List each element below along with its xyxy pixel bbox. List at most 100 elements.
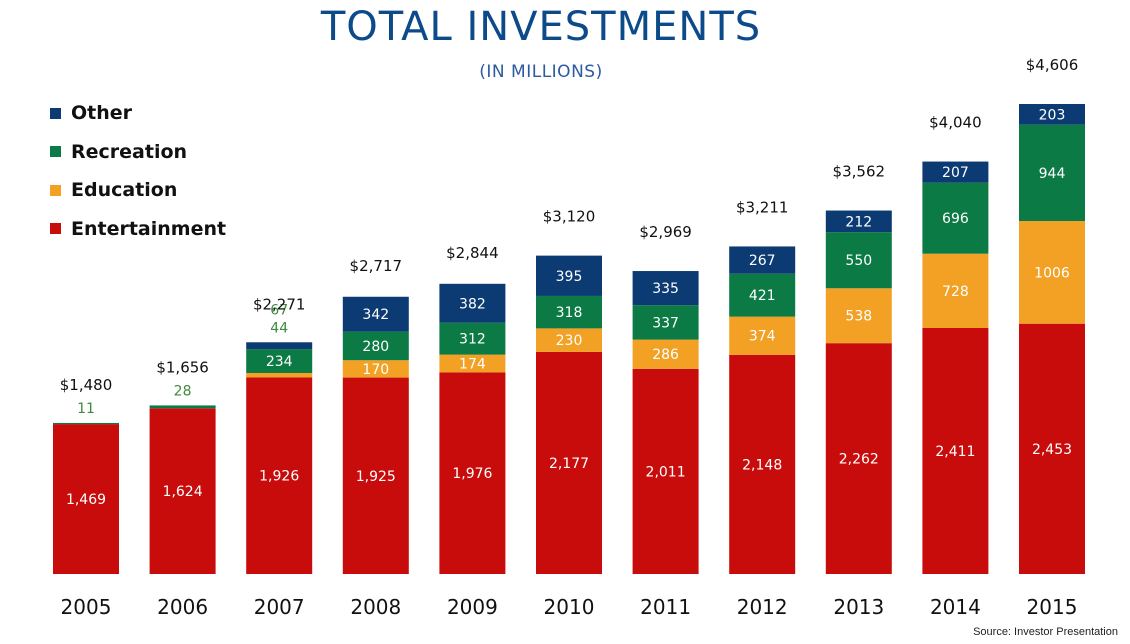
segment-label-recreation-2013: 550 [845, 253, 872, 269]
legend-label: Education [71, 179, 178, 202]
bar-segment-education-2011 [632, 339, 699, 369]
x-tick-label-2007: 2007 [254, 595, 305, 619]
segment-label-entertainment-2007: 1,926 [259, 469, 299, 485]
x-tick-label-2006: 2006 [157, 595, 208, 619]
outside-label-2007: 44 [270, 320, 288, 336]
source-note: Source: Investor Presentation [973, 626, 1118, 638]
segment-label-recreation-2007: 234 [266, 354, 293, 370]
total-label-2014: $4,040 [929, 114, 982, 132]
total-label-2010: $3,120 [543, 208, 596, 226]
segment-label-other-2012: 267 [749, 253, 776, 269]
bar-segment-other-2015 [1019, 104, 1085, 125]
x-tick-label-2008: 2008 [350, 595, 401, 619]
legend-item-entertainment: Entertainment [50, 210, 226, 249]
bar-segment-entertainment-2012 [729, 354, 796, 574]
total-label-2009: $2,844 [446, 244, 499, 262]
outside-label-2007: 67 [270, 302, 288, 318]
segment-label-entertainment-2009: 1,976 [452, 466, 492, 482]
segment-label-recreation-2014: 696 [942, 211, 969, 227]
outside-label-2005: 11 [77, 401, 95, 417]
legend-label: Recreation [71, 140, 188, 163]
bar-segment-recreation-2011 [632, 305, 699, 340]
total-label-2007: $2,271 [253, 295, 306, 313]
legend-swatch-other [50, 107, 61, 119]
legend: Other Recreation Education Entertainment [50, 94, 226, 248]
x-tick-label-2013: 2013 [833, 595, 884, 619]
segment-label-other-2011: 335 [652, 281, 679, 297]
segment-label-entertainment-2006: 1,624 [163, 484, 203, 500]
bar-segment-entertainment-2011 [632, 368, 699, 574]
bar-segment-education-2007 [246, 372, 313, 378]
x-tick-label-2010: 2010 [544, 595, 595, 619]
legend-swatch-entertainment [50, 223, 61, 235]
outside-label-2006: 28 [174, 383, 192, 399]
total-label-2012: $3,211 [736, 198, 789, 216]
legend-label: Entertainment [71, 217, 227, 240]
segment-label-education-2014: 728 [942, 284, 969, 300]
segment-label-other-2013: 212 [845, 214, 872, 230]
legend-swatch-recreation [50, 146, 61, 158]
segment-label-recreation-2011: 337 [652, 315, 679, 331]
total-label-2008: $2,717 [350, 257, 403, 275]
bar-segment-education-2015 [1019, 221, 1085, 324]
total-label-2005: $1,480 [60, 376, 113, 394]
bar-segment-education-2012 [729, 316, 796, 355]
bar-segment-recreation-2012 [729, 273, 796, 317]
bar-segment-other-2013 [825, 210, 892, 233]
legend-item-education: Education [50, 171, 226, 210]
total-label-2011: $2,969 [639, 223, 692, 241]
segment-label-education-2009: 174 [459, 356, 486, 372]
bar-segment-entertainment-2014 [922, 327, 989, 574]
segment-label-education-2011: 286 [652, 347, 679, 363]
segment-label-education-2013: 538 [845, 309, 872, 325]
segment-label-entertainment-2012: 2,148 [742, 457, 782, 473]
segment-label-other-2009: 382 [459, 296, 486, 312]
segment-label-education-2012: 374 [749, 329, 776, 345]
segment-label-entertainment-2008: 1,925 [356, 469, 396, 485]
chart-title: TOTAL INVESTMENTS [320, 4, 762, 50]
segment-label-recreation-2015: 944 [1039, 166, 1066, 182]
bar-segment-recreation-2014 [922, 182, 989, 254]
bar-segment-entertainment-2007 [246, 377, 313, 574]
segment-label-education-2015: 1006 [1034, 265, 1070, 281]
bar-segment-other-2010 [536, 255, 602, 296]
x-tick-label-2005: 2005 [61, 595, 112, 619]
x-tick-label-2012: 2012 [737, 595, 788, 619]
bar-segment-recreation-2009 [439, 322, 506, 355]
total-label-2015: $4,606 [1026, 56, 1079, 74]
bar-segment-other-2011 [632, 271, 699, 306]
chart-subtitle: (IN MILLIONS) [479, 62, 603, 82]
segment-label-education-2008: 170 [362, 362, 389, 378]
total-label-2006: $1,656 [156, 358, 209, 376]
bar-segment-other-2007 [246, 342, 313, 350]
segment-label-entertainment-2014: 2,411 [935, 444, 975, 460]
x-tick-label-2009: 2009 [447, 595, 498, 619]
x-tick-label-2015: 2015 [1027, 595, 1078, 619]
segment-label-entertainment-2013: 2,262 [839, 452, 879, 468]
segment-label-entertainment-2010: 2,177 [549, 456, 589, 472]
segment-label-recreation-2009: 312 [459, 332, 486, 348]
total-label-2013: $3,562 [833, 163, 886, 181]
bar-segment-entertainment-2013 [825, 343, 892, 574]
bar-segment-other-2008 [342, 296, 409, 332]
bar-segment-other-2012 [729, 246, 796, 274]
x-tick-label-2011: 2011 [640, 595, 691, 619]
bar-segment-entertainment-2008 [342, 377, 409, 574]
bar-segment-entertainment-2006 [149, 408, 216, 574]
bar-segment-education-2009 [439, 354, 506, 373]
bar-segment-recreation-2005 [53, 422, 119, 425]
legend-item-other: Other [50, 94, 226, 133]
bar-segment-entertainment-2015 [1019, 323, 1085, 574]
segment-label-entertainment-2005: 1,469 [66, 492, 106, 508]
bar-segment-entertainment-2009 [439, 372, 506, 574]
bar-segment-education-2008 [342, 360, 409, 378]
legend-label: Other [71, 102, 133, 125]
bar-segment-education-2013 [825, 288, 892, 344]
bar-segment-recreation-2008 [342, 331, 409, 361]
legend-item-recreation: Recreation [50, 133, 226, 172]
bar-segment-other-2009 [439, 283, 506, 323]
segment-label-education-2010: 230 [556, 333, 583, 349]
bar-segment-recreation-2015 [1019, 124, 1085, 222]
bar-segment-recreation-2010 [536, 295, 602, 329]
